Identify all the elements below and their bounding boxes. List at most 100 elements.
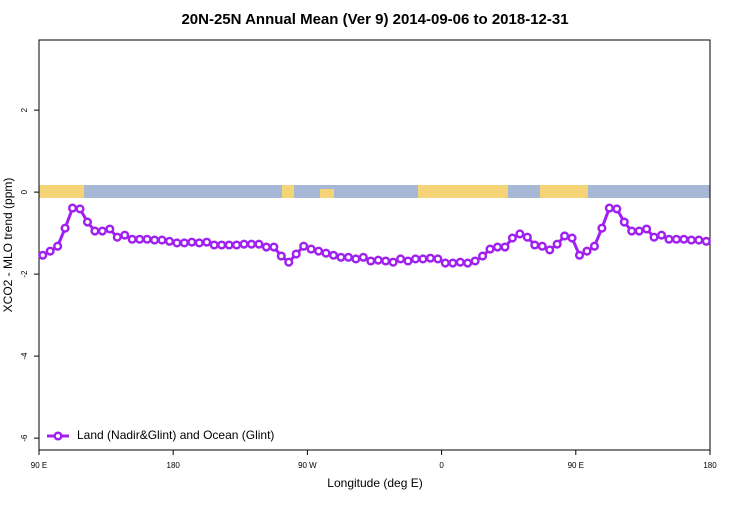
point — [612, 204, 622, 214]
point — [135, 234, 145, 244]
land-patch — [320, 189, 334, 198]
point — [507, 233, 517, 243]
point — [582, 246, 592, 256]
point — [619, 217, 629, 227]
point — [701, 236, 711, 246]
point — [686, 235, 696, 245]
point — [567, 233, 577, 243]
point — [656, 230, 667, 240]
point — [396, 254, 406, 264]
point — [478, 251, 488, 261]
x-tick-label: 180 — [703, 461, 717, 470]
point — [172, 238, 182, 248]
point — [671, 234, 682, 244]
point — [664, 234, 674, 244]
point — [276, 251, 286, 261]
y-tick-label: -4 — [20, 352, 29, 360]
point — [127, 234, 137, 244]
chart-title: 20N-25N Annual Mean (Ver 9) 2014-09-06 t… — [181, 11, 568, 28]
point — [470, 256, 480, 266]
point — [112, 232, 122, 242]
point — [68, 203, 78, 213]
point — [463, 258, 473, 268]
point — [179, 238, 189, 248]
legend-label: Land (Nadir&Glint) and Ocean (Glint) — [77, 428, 274, 442]
land-patch — [540, 185, 588, 198]
point — [105, 224, 115, 234]
point — [679, 234, 689, 244]
point — [485, 244, 495, 254]
plot-frame — [38, 39, 711, 451]
point — [38, 250, 48, 260]
point — [522, 232, 532, 242]
point — [82, 217, 93, 227]
point — [60, 223, 70, 233]
point — [306, 244, 316, 254]
point — [209, 240, 219, 250]
point — [560, 231, 570, 241]
point — [246, 239, 257, 249]
map-strip — [39, 185, 710, 198]
point — [157, 235, 167, 245]
point — [150, 235, 160, 245]
point — [574, 250, 585, 260]
point — [537, 241, 547, 251]
point — [373, 255, 383, 265]
point — [634, 226, 644, 236]
point — [291, 249, 301, 259]
x-tick-label: 90 E — [568, 461, 584, 470]
point — [202, 237, 212, 247]
land-patch — [282, 185, 294, 198]
point — [642, 224, 652, 234]
point — [545, 245, 555, 255]
point — [164, 236, 175, 246]
point — [604, 203, 614, 213]
legend-marker — [53, 431, 63, 441]
point — [90, 226, 100, 236]
point — [552, 239, 562, 249]
point — [187, 237, 197, 247]
point — [418, 254, 428, 264]
point — [425, 253, 435, 263]
point — [403, 256, 413, 266]
point — [440, 258, 450, 268]
point — [97, 226, 107, 236]
point — [328, 250, 339, 260]
point — [336, 252, 346, 262]
point — [194, 238, 204, 248]
point — [366, 256, 376, 266]
point — [448, 258, 458, 268]
point — [388, 257, 398, 267]
point — [269, 242, 279, 252]
y-tick-label: -2 — [20, 270, 29, 278]
point — [321, 248, 331, 258]
ocean-strip — [39, 185, 710, 198]
y-tick-label: 2 — [20, 107, 29, 112]
point — [232, 240, 242, 250]
point — [694, 235, 704, 245]
point — [239, 239, 249, 249]
y-tick-label: -6 — [20, 434, 29, 442]
point — [224, 240, 234, 250]
point — [254, 239, 264, 249]
point — [530, 240, 540, 250]
point — [142, 234, 152, 244]
point — [53, 241, 63, 251]
point — [492, 242, 503, 252]
x-tick-label: 90 W — [298, 461, 317, 470]
point — [500, 242, 510, 252]
point — [299, 241, 309, 251]
point — [314, 246, 324, 256]
land-patch — [418, 185, 508, 198]
point — [261, 242, 271, 252]
point — [217, 240, 227, 250]
x-tick-label: 0 — [439, 461, 444, 470]
point — [627, 226, 637, 236]
point — [515, 229, 525, 239]
point — [45, 246, 55, 256]
point — [597, 223, 607, 233]
point — [351, 254, 361, 264]
point — [75, 204, 85, 214]
